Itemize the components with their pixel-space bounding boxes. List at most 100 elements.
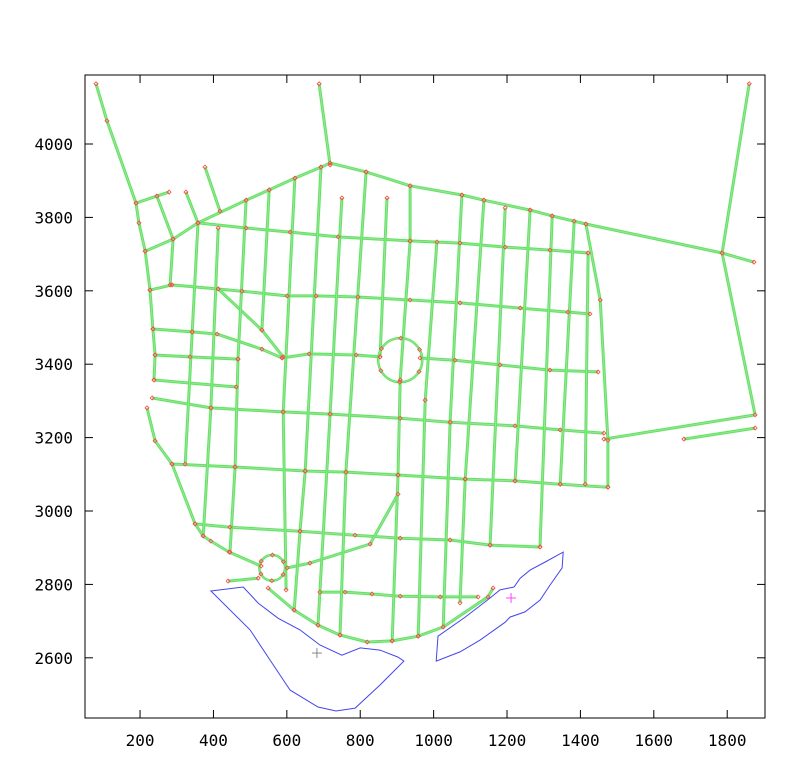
street <box>338 171 368 636</box>
street-node <box>363 169 369 175</box>
street-node <box>239 288 245 294</box>
street-node <box>306 351 312 357</box>
street-node <box>547 367 553 373</box>
street-node <box>243 197 249 203</box>
street-node <box>440 624 446 630</box>
street-node <box>502 244 508 250</box>
street-node <box>313 293 319 299</box>
street-node <box>154 193 160 199</box>
street-node <box>459 192 465 198</box>
street-node <box>284 293 290 299</box>
street-node <box>397 535 403 541</box>
street-node <box>447 537 453 543</box>
street-node <box>416 347 423 353</box>
street-node <box>457 240 463 246</box>
street <box>584 223 610 488</box>
street-node <box>187 354 193 360</box>
x-tick-label: 800 <box>346 731 375 750</box>
street-node <box>395 472 401 478</box>
street <box>416 241 439 637</box>
street-node <box>169 282 175 288</box>
street-node <box>152 352 158 358</box>
street-node <box>475 594 481 600</box>
street-node <box>227 549 233 555</box>
x-tick-label: 1800 <box>708 731 747 750</box>
street <box>194 522 541 549</box>
street-node <box>93 81 99 87</box>
street-node <box>517 305 523 311</box>
street-node <box>258 563 264 569</box>
street-node <box>208 405 214 411</box>
street <box>316 197 344 626</box>
street-node <box>283 587 289 593</box>
street <box>538 215 554 548</box>
y-tick-label: 3200 <box>34 429 73 448</box>
street <box>155 195 175 240</box>
street-node <box>195 220 201 226</box>
street-node <box>681 436 687 442</box>
street-node <box>487 542 493 548</box>
street-node <box>335 234 341 240</box>
street-node <box>549 213 555 219</box>
street-node <box>182 461 188 467</box>
x-tick-label: 1200 <box>488 731 527 750</box>
marker-layer <box>311 592 517 659</box>
street-node <box>557 427 563 433</box>
y-tick-label: 2800 <box>34 575 73 594</box>
street-node <box>284 565 290 571</box>
street-node <box>407 238 413 244</box>
street-node <box>527 207 533 213</box>
street-node <box>369 591 375 597</box>
axis-layer: 200 400 600 800 1000 1200 1400 1600 1800 2600 2800… <box>34 75 765 750</box>
street-node <box>378 368 384 374</box>
plot-frame <box>84 74 766 719</box>
y-tick-label: 3800 <box>34 208 73 227</box>
street-node <box>557 481 563 487</box>
x-tick-label: 1600 <box>635 731 674 750</box>
street <box>168 239 175 285</box>
street-node <box>565 309 571 315</box>
street-node <box>447 419 453 425</box>
y-tick-label: 2600 <box>34 649 73 668</box>
street-node <box>378 346 384 352</box>
street-node <box>457 300 463 306</box>
street-node <box>537 544 543 550</box>
street-node <box>317 589 323 595</box>
street-node <box>215 286 221 292</box>
street-node <box>597 297 603 303</box>
street-node <box>512 478 518 484</box>
street-node <box>327 411 333 417</box>
street-node <box>434 239 440 245</box>
street <box>267 586 495 644</box>
street <box>152 327 283 360</box>
street <box>183 222 200 465</box>
x-tick-label: 1000 <box>414 731 453 750</box>
street-node <box>269 552 276 558</box>
water-layer <box>209 551 564 712</box>
street-node <box>407 297 413 303</box>
y-tick-label: 3600 <box>34 282 73 301</box>
street-node <box>416 369 422 375</box>
street-node <box>316 81 322 87</box>
street <box>184 191 200 224</box>
street-node <box>235 356 241 362</box>
street <box>441 194 464 628</box>
street-node <box>547 247 553 253</box>
street-node <box>136 220 142 226</box>
street-node <box>587 311 593 317</box>
street-node <box>183 189 189 195</box>
roundabout <box>258 553 287 582</box>
street-node <box>512 423 518 429</box>
street-node <box>243 225 249 231</box>
street-node <box>571 218 577 224</box>
street <box>292 167 323 611</box>
street-node <box>287 229 293 235</box>
street-node <box>398 335 404 341</box>
street-node <box>279 355 285 361</box>
street-node <box>192 521 198 527</box>
street-node <box>152 438 158 444</box>
street-node <box>266 187 272 193</box>
street <box>228 200 248 553</box>
street-node <box>339 195 345 201</box>
street-node <box>167 282 173 288</box>
